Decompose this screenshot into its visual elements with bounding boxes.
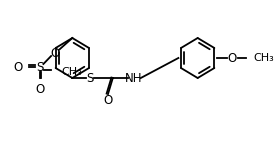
Text: S: S xyxy=(36,60,43,74)
Text: NH: NH xyxy=(125,72,143,84)
Text: S: S xyxy=(86,72,93,84)
Text: O: O xyxy=(14,60,23,74)
Text: CH₃: CH₃ xyxy=(62,67,83,77)
Text: O: O xyxy=(35,83,44,96)
Text: CH₃: CH₃ xyxy=(254,53,274,63)
Text: O: O xyxy=(228,52,237,64)
Text: O: O xyxy=(103,94,113,107)
Text: O: O xyxy=(50,46,60,59)
